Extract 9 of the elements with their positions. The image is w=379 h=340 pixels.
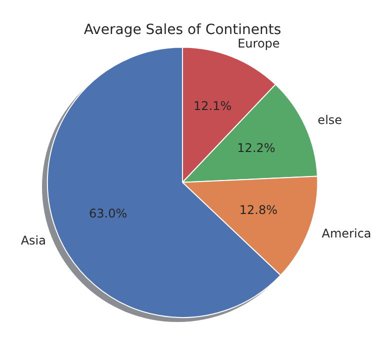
data-label: 12.2%: [237, 140, 276, 155]
slice-label: Asia: [20, 233, 46, 248]
slice-label: America: [322, 226, 372, 240]
data-label: 12.1%: [193, 99, 232, 114]
slice-label: else: [318, 112, 342, 127]
data-label: 63.0%: [88, 206, 128, 221]
slice-label: Europe: [238, 36, 280, 51]
data-label: 12.8%: [239, 202, 278, 217]
chart-title: Average Sales of Continents: [84, 22, 282, 38]
